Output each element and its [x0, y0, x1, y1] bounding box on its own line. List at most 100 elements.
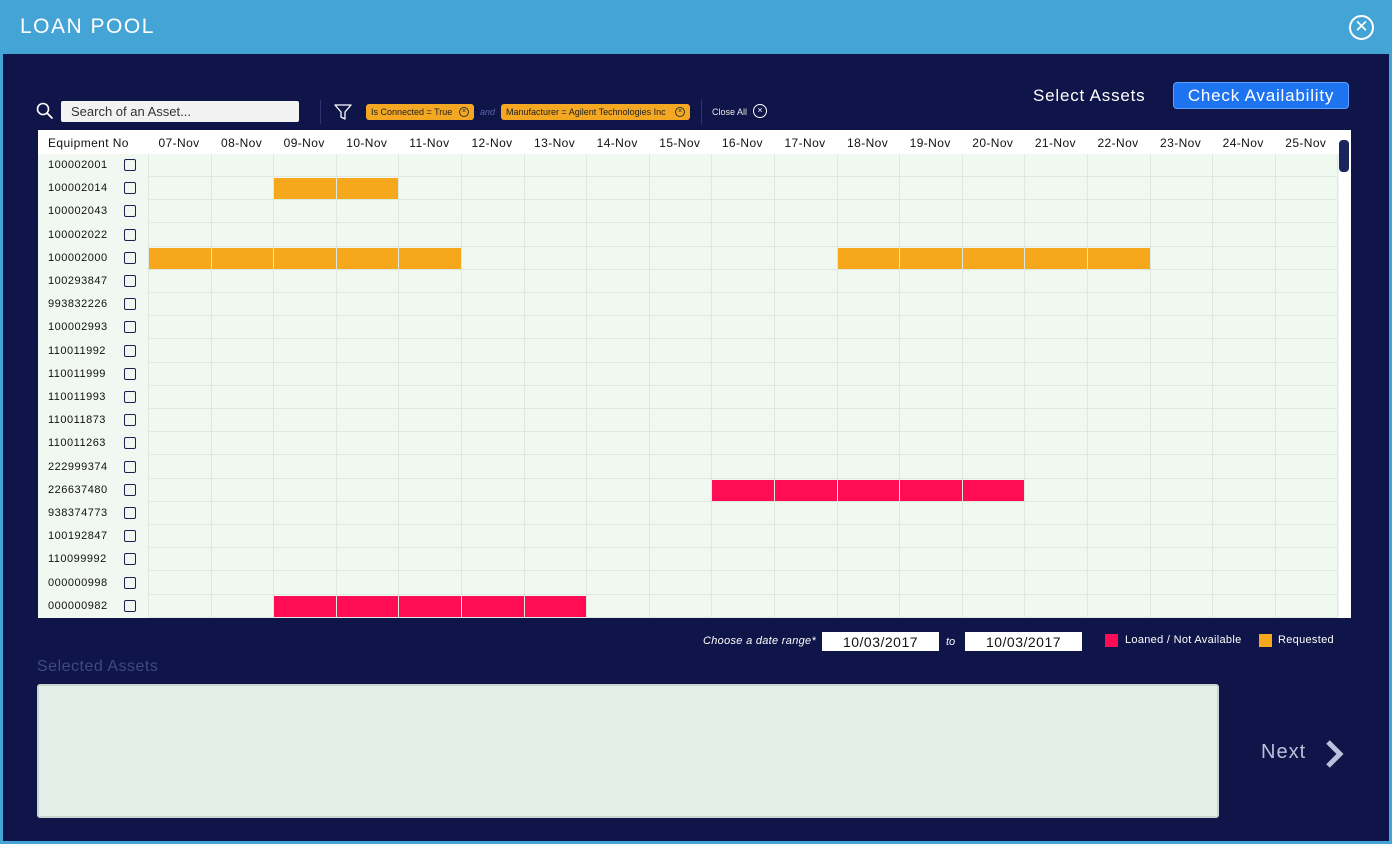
equipment-number: 222999374 [48, 460, 108, 473]
grid-line [461, 154, 462, 618]
date-column-header: 19-Nov [909, 136, 951, 150]
date-column-header: 09-Nov [283, 136, 325, 150]
row-checkbox[interactable] [124, 367, 136, 380]
equipment-number: 100293847 [48, 275, 108, 287]
date-column-header: 18-Nov [847, 136, 889, 150]
requested-booking-bar[interactable] [837, 247, 1150, 269]
table-row: 110011992 [38, 339, 1338, 363]
equipment-cell: 000000982 [38, 594, 148, 618]
legend-label-requested: Requested [1278, 634, 1334, 646]
close-all-link[interactable]: Close All [712, 107, 748, 117]
date-column-header: 20-Nov [972, 136, 1014, 150]
table-row: 100002014 [38, 177, 1338, 201]
row-checkbox[interactable] [124, 205, 136, 218]
date-column-header: 12-Nov [471, 136, 513, 150]
selected-assets-box[interactable] [37, 684, 1219, 818]
equipment-cell: 100002993 [38, 316, 148, 340]
row-checkbox[interactable] [124, 391, 136, 403]
search-icon[interactable] [36, 102, 54, 120]
requested-booking-bar[interactable] [149, 247, 461, 269]
check-availability-button[interactable]: Check Availability [1173, 82, 1349, 109]
modal-frame [0, 54, 1392, 844]
date-column-header: 16-Nov [721, 136, 763, 150]
row-checkbox[interactable] [124, 507, 136, 519]
table-row: 938374773 [38, 502, 1338, 525]
date-column-header: 14-Nov [596, 136, 638, 150]
grid-line [148, 154, 149, 618]
equipment-number: 100002000 [48, 251, 108, 264]
table-row: 100002022 [38, 223, 1338, 247]
date-column-header: 15-Nov [659, 136, 701, 150]
close-all-icon[interactable]: × [753, 104, 767, 118]
filter-icon[interactable] [334, 103, 352, 121]
row-checkbox[interactable] [124, 530, 136, 543]
table-row: 110011993 [38, 386, 1338, 409]
row-checkbox[interactable] [124, 321, 136, 334]
equipment-number: 110011999 [48, 367, 106, 380]
row-checkbox[interactable] [124, 460, 136, 473]
date-column-header: 25-Nov [1285, 136, 1327, 150]
table-row: 100192847 [38, 525, 1338, 549]
equipment-cell: 938374773 [38, 502, 148, 525]
equipment-cell: 000000998 [38, 571, 148, 595]
table-row: 110011999 [38, 362, 1338, 386]
grid-line [711, 154, 713, 618]
row-checkbox[interactable] [124, 159, 136, 171]
select-assets-label: Select Assets [1033, 86, 1146, 105]
close-icon[interactable]: ✕ [1349, 15, 1374, 40]
window-title: LOAN POOL [20, 15, 155, 38]
date-column-header: 08-Nov [221, 136, 263, 150]
date-column-header: 07-Nov [158, 136, 200, 150]
date-to-input[interactable] [965, 632, 1082, 651]
grid-line [523, 154, 525, 618]
row-checkbox[interactable] [124, 576, 136, 589]
remove-filter-icon[interactable]: × [459, 107, 469, 117]
row-checkbox[interactable] [124, 298, 136, 311]
equipment-number: 110011873 [48, 414, 106, 427]
table-row: 222999374 [38, 455, 1338, 479]
equipment-number: 110011263 [48, 437, 106, 450]
filter-chip-manufacturer[interactable]: Manufacturer = Agilent Technologies Inc … [501, 104, 690, 120]
grid-line [210, 154, 212, 618]
title-bar: LOAN POOL ✕ [0, 0, 1392, 54]
row-checkbox[interactable] [124, 275, 136, 287]
grid-scroll-thumb[interactable] [1339, 140, 1349, 172]
legend-swatch-requested [1259, 634, 1272, 647]
chevron-right-icon[interactable] [1322, 739, 1346, 769]
row-checkbox[interactable] [124, 182, 136, 195]
row-checkbox[interactable] [124, 553, 136, 566]
equipment-cell: 100002000 [38, 246, 148, 270]
grid-line [648, 154, 650, 618]
row-checkbox[interactable] [124, 437, 136, 450]
next-button[interactable]: Next [1261, 741, 1307, 763]
equipment-cell: 100002014 [38, 177, 148, 201]
date-column-header: 10-Nov [346, 136, 388, 150]
loaned-booking-bar[interactable] [274, 595, 587, 617]
row-checkbox[interactable] [124, 344, 136, 357]
equipment-cell: 226637480 [38, 478, 148, 502]
equipment-number: 100002001 [48, 159, 108, 171]
equipment-number: 000000998 [48, 576, 108, 589]
row-checkbox[interactable] [124, 483, 136, 496]
remove-filter-icon[interactable]: × [675, 107, 685, 117]
availability-grid: Equipment No 07-Nov 08-Nov 09-Nov 10-Nov 11-… [38, 130, 1351, 618]
legend-label-loaned: Loaned / Not Available [1125, 634, 1242, 646]
equipment-number: 110011992 [48, 344, 106, 357]
table-row: 100002001 [38, 154, 1338, 177]
row-checkbox[interactable] [124, 414, 136, 427]
grid-line [1149, 154, 1151, 618]
table-row: 100293847 [38, 270, 1338, 293]
table-row: 110099992 [38, 548, 1338, 572]
equipment-cell: 100192847 [38, 525, 148, 549]
equipment-number: 938374773 [48, 507, 108, 519]
equipment-cell: 110011993 [38, 386, 148, 409]
asset-search-input[interactable] [61, 101, 299, 122]
date-from-input[interactable] [822, 632, 939, 651]
grid-scrollbar[interactable] [1339, 130, 1351, 618]
loaned-booking-bar[interactable] [712, 479, 1025, 501]
filter-chip-connected[interactable]: Is Connected = True × [366, 104, 474, 120]
row-checkbox[interactable] [124, 251, 136, 264]
row-checkbox[interactable] [124, 228, 136, 241]
row-checkbox[interactable] [124, 599, 136, 612]
equipment-number: 100002022 [48, 228, 108, 241]
